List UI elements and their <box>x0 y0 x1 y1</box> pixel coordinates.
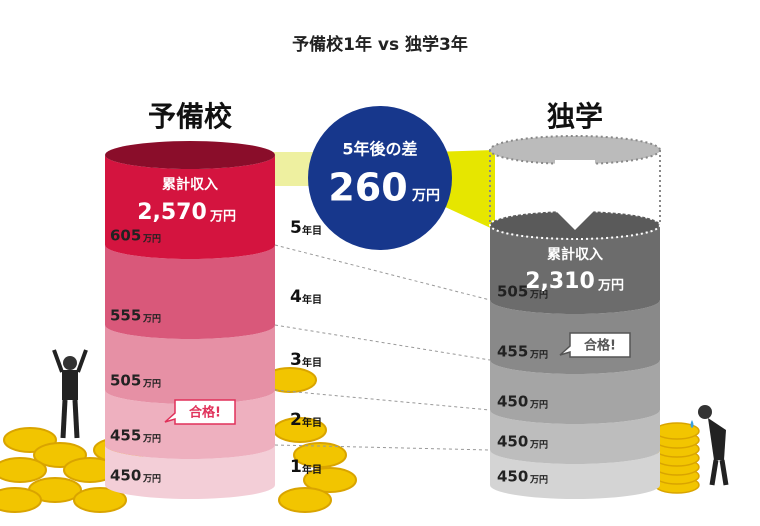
right-segment-value: 450 <box>497 468 528 486</box>
left-segment <box>105 325 275 404</box>
year-number: 4 <box>290 287 302 307</box>
coin <box>0 457 47 483</box>
coin <box>0 487 42 513</box>
left-segment-value: 450 <box>110 467 141 485</box>
years: 1 年目2 年目3 年目4 年目5 年目 <box>274 218 491 477</box>
right-segment-value: 505 <box>497 283 528 301</box>
left-segment <box>105 155 275 259</box>
year-suffix: 年目 <box>302 224 322 237</box>
left-total-unit: 万円 <box>209 210 236 225</box>
connector <box>274 389 491 411</box>
coin <box>293 442 347 468</box>
right-segment <box>490 360 660 424</box>
left-segment-unit: 万円 <box>142 314 161 325</box>
right-segment-unit: 万円 <box>529 440 548 451</box>
badge-box <box>164 399 236 425</box>
left-segment <box>105 445 275 499</box>
left-segment-unit: 万円 <box>142 434 161 445</box>
badge-box <box>559 332 631 358</box>
badge: 合格! <box>584 338 616 354</box>
left-total: 2,570 <box>137 200 207 225</box>
right-segment <box>490 410 660 464</box>
right-segment-value: 455 <box>497 343 528 361</box>
right-segment-value: 450 <box>497 393 528 411</box>
coin <box>73 487 127 513</box>
right-segment <box>490 450 660 499</box>
right-segment-unit: 万円 <box>529 400 548 411</box>
right-segment-unit: 万円 <box>529 290 548 301</box>
year-number: 5 <box>290 218 302 238</box>
diff-value: 260 <box>328 166 407 210</box>
right-segment-unit: 万円 <box>529 350 548 361</box>
left-segment-unit: 万円 <box>142 379 161 390</box>
year-number: 3 <box>290 350 302 370</box>
coin <box>303 467 357 493</box>
left-segment-unit: 万円 <box>142 234 161 245</box>
right-segment-value: 450 <box>497 433 528 451</box>
left-segment-unit: 万円 <box>142 474 161 485</box>
year-suffix: 年目 <box>302 416 322 429</box>
right-segment <box>490 225 660 314</box>
left-name: 予備校 <box>148 100 233 133</box>
left-segment-value: 505 <box>110 372 141 390</box>
year-suffix: 年目 <box>302 463 322 476</box>
year-number: 2 <box>290 410 302 430</box>
coin <box>278 487 332 513</box>
coins <box>0 367 700 513</box>
left-segment-value: 455 <box>110 427 141 445</box>
title: 予備校1年 vs 独学3年 <box>292 34 468 55</box>
connector <box>274 244 491 301</box>
people <box>52 349 729 486</box>
year-number: 1 <box>290 457 302 477</box>
right-total-label: 累計収入 <box>547 246 603 263</box>
left-segment <box>105 245 275 339</box>
left-top <box>105 141 275 169</box>
right-total-unit: 万円 <box>597 279 624 294</box>
right-name: 独学 <box>547 100 603 133</box>
diff-label: 5年後の差 <box>342 140 417 159</box>
year-suffix: 年目 <box>302 356 322 369</box>
badge: 合格! <box>189 405 221 421</box>
down-arrow <box>530 160 620 230</box>
right-total: 2,310 <box>525 269 595 294</box>
right-empty-top <box>489 135 661 165</box>
right-segment-unit: 万円 <box>529 475 548 486</box>
left-total-label: 累計収入 <box>162 176 218 193</box>
diff-unit: 万円 <box>411 188 440 204</box>
left-segment-value: 555 <box>110 307 141 325</box>
left-segment-value: 605 <box>110 227 141 245</box>
year-suffix: 年目 <box>302 293 322 306</box>
diff-circle <box>308 106 452 250</box>
connector <box>274 324 491 361</box>
